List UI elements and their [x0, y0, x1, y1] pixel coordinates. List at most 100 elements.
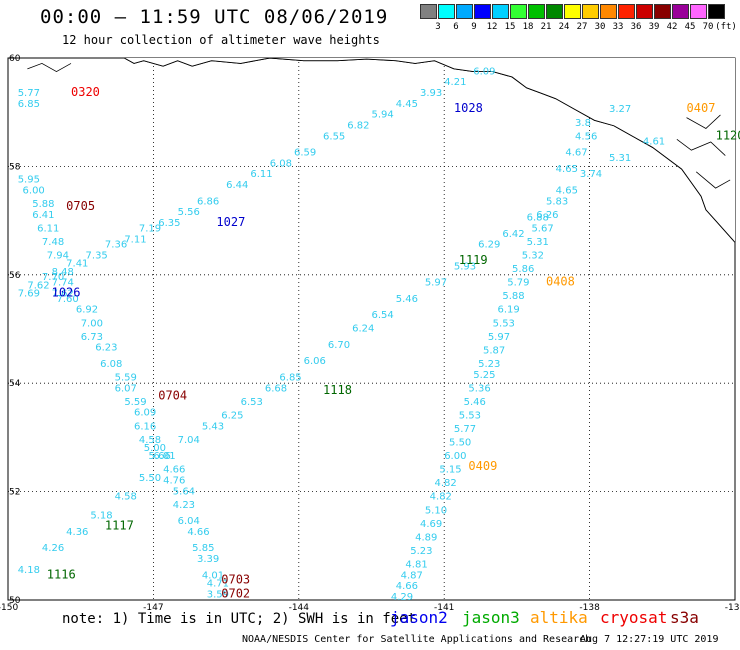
swh-value: 6.68 [265, 383, 287, 394]
island-outline [686, 114, 721, 129]
legend-label: 18 [522, 22, 534, 32]
legend-swatch [510, 4, 527, 19]
swh-value: 5.97 [425, 278, 447, 289]
swh-value: 4.87 [401, 570, 423, 581]
swh-value: 5.93 [454, 261, 476, 272]
satellite-legend-jason2: jason2 [390, 608, 448, 627]
swh-value: 4.58 [115, 492, 137, 503]
swh-value: 6.09 [473, 66, 495, 77]
swh-value: 6.16 [134, 421, 156, 432]
swh-value: 5.87 [483, 345, 505, 356]
lon-tick-label: -135 [725, 603, 740, 613]
legend-label: (ft) [715, 22, 737, 32]
legend-label: 15 [504, 22, 516, 32]
legend-swatch [528, 4, 545, 19]
swh-value: 5.79 [507, 278, 529, 289]
swh-value: 6.11 [250, 169, 272, 180]
swh-value: 6.41 [32, 210, 54, 221]
swh-value: 4.81 [405, 559, 427, 570]
lat-tick-label: 60 [9, 54, 21, 64]
swh-value: 6.04 [178, 516, 200, 527]
swh-value: 6.82 [347, 120, 369, 131]
swh-value: 4.66 [396, 581, 418, 592]
swh-color-legend [420, 4, 726, 19]
legend-label: 24 [558, 22, 570, 32]
swh-value: 3.74 [580, 169, 602, 180]
swh-value: 5.66 [149, 451, 171, 462]
swh-value: 6.88 [527, 213, 549, 224]
swh-value: 5.85 [192, 543, 214, 554]
swh-value: 6.25 [221, 410, 243, 421]
swh-value: 6.53 [241, 397, 263, 408]
legend-swatch [474, 4, 491, 19]
legend-label: 12 [486, 22, 498, 32]
swh-value: 5.32 [522, 251, 544, 262]
pass-time-label: 1119 [459, 253, 488, 267]
swh-value: 3.8 [575, 118, 591, 129]
swh-value: 4.65 [556, 186, 578, 197]
swh-value: 7.04 [178, 435, 200, 446]
swh-value: 7.35 [86, 251, 108, 262]
swh-value: 7.48 [42, 237, 64, 248]
lat-tick-label: 56 [9, 271, 21, 281]
swh-value: 5.77 [454, 424, 476, 435]
island-outline [695, 171, 731, 189]
swh-value: 5.00 [144, 443, 166, 454]
satellite-legend-altika: altika [530, 608, 588, 627]
pass-time-label: 1026 [52, 285, 81, 299]
swh-value: 6.23 [95, 343, 117, 354]
swh-value: 4.69 [420, 519, 442, 530]
swh-value: 6.09 [134, 408, 156, 419]
lon-tick-label: -144 [289, 603, 310, 613]
swh-value: 5.46 [396, 294, 418, 305]
swh-value: 4.89 [415, 532, 437, 543]
swh-value: 6.73 [81, 332, 103, 343]
swh-value: 5.88 [502, 291, 524, 302]
swh-value: 4.58 [139, 435, 161, 446]
satellite-legend-cryosat: cryosat [600, 608, 668, 627]
pass-time-label: 1116 [47, 567, 76, 581]
swh-value: 6.59 [294, 148, 316, 159]
swh-value: 5.86 [512, 264, 534, 275]
swh-value: 5.97 [488, 332, 510, 343]
map-subtitle: 12 hour collection of altimeter wave hei… [62, 33, 380, 47]
swh-legend-labels: 3 6 9 12 15 18 21 24 27 30 33 36 39 42 45 70 (ft) [420, 22, 740, 36]
lat-tick-label: 54 [9, 379, 21, 389]
legend-label: 45 [684, 22, 696, 32]
swh-value: 7.60 [56, 294, 78, 305]
swh-value: 6.24 [352, 324, 374, 335]
legend-swatch [438, 4, 455, 19]
pass-time-label: 0407 [687, 101, 716, 115]
pass-time-label: 0705 [66, 199, 95, 213]
land-area [124, 58, 735, 243]
swh-value: 6.54 [372, 310, 394, 321]
swh-value: 5.94 [372, 110, 394, 121]
swh-value: 5.64 [173, 486, 195, 497]
swh-value: 4.18 [18, 565, 40, 576]
swh-value: 3.93 [420, 88, 442, 99]
footer-timestamp: Aug 7 12:27:19 UTC 2019 [580, 634, 719, 645]
swh-value: 6.00 [444, 451, 466, 462]
lon-tick-label: -147 [143, 603, 163, 613]
swh-value: 7.36 [105, 240, 127, 251]
swh-value: 4.66 [187, 527, 209, 538]
legend-swatch [420, 4, 437, 19]
lat-tick-label: 52 [9, 488, 20, 498]
swh-value: 3.27 [609, 104, 631, 115]
swh-value: 4.56 [575, 131, 597, 142]
swh-value: 7.62 [52, 288, 74, 299]
legend-swatch [564, 4, 581, 19]
swh-value: 6.55 [323, 131, 345, 142]
swh-value: 6.26 [536, 210, 558, 221]
legend-swatch [636, 4, 653, 19]
legend-swatch [708, 4, 725, 19]
swh-value: 5.43 [202, 421, 224, 432]
swh-value: 6.19 [498, 305, 520, 316]
pass-time-label: 0320 [71, 85, 100, 99]
swh-value: 5.23 [478, 359, 500, 370]
lat-tick-label: 58 [9, 162, 21, 172]
swh-value: 6.29 [478, 240, 500, 251]
pass-time-label: 1120 [716, 128, 740, 142]
swh-value: 6.85 [279, 372, 301, 383]
swh-value: 5.53 [459, 410, 481, 421]
